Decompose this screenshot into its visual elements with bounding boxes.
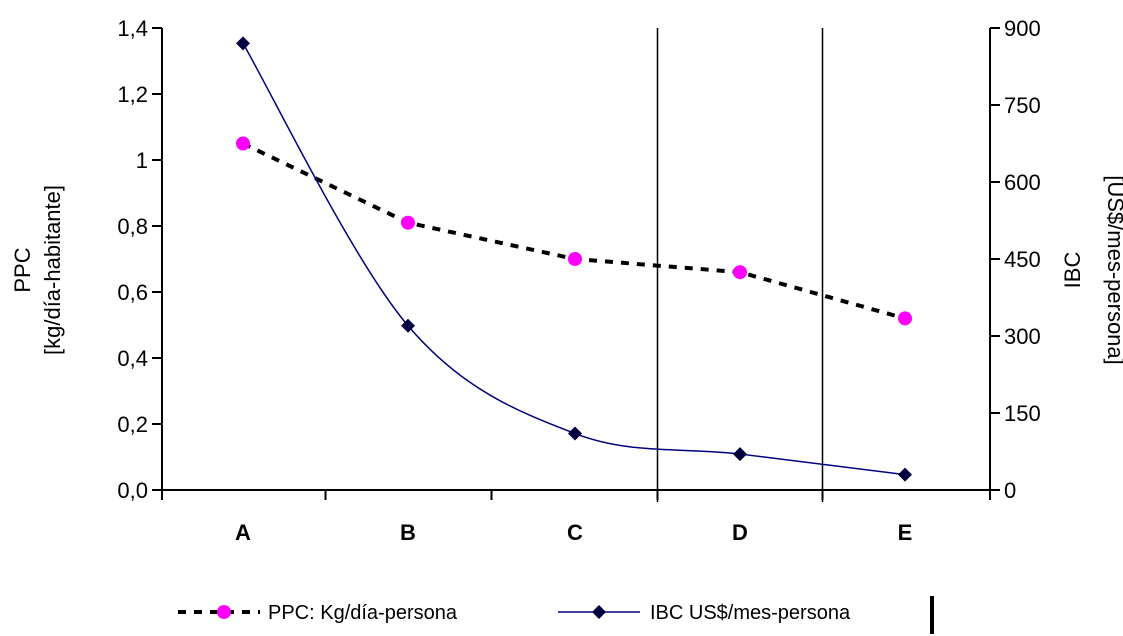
legend-ppc-label: PPC: Kg/día-persona: [268, 602, 458, 624]
left-tick-label: 1,2: [117, 82, 148, 107]
ibc-point: [568, 426, 582, 441]
series-ppc-line: [242, 141, 906, 321]
x-category-label: B: [400, 520, 416, 545]
vertical-gridlines: [656, 28, 824, 502]
ppc-point: [568, 252, 582, 266]
ibc-point: [898, 467, 912, 482]
left-tick-label: 0,8: [117, 214, 148, 239]
x-category-label: C: [567, 520, 583, 545]
series-ibc-line: [242, 43, 906, 476]
ibc-point: [733, 447, 747, 462]
right-tick-label: 750: [1004, 93, 1041, 118]
right-tick-label: 600: [1004, 170, 1041, 195]
left-tick-label: 0,2: [117, 412, 148, 437]
right-tick-label: 450: [1004, 247, 1041, 272]
left-tick-label: 0,4: [117, 346, 148, 371]
left-tick-label: 0,0: [117, 478, 148, 503]
x-category-label: A: [235, 520, 251, 545]
ppc-point: [898, 311, 912, 326]
legend-ibc-marker: [592, 605, 606, 619]
series-layer: [236, 36, 912, 482]
ppc-point: [733, 265, 747, 280]
right-tick-label: 150: [1004, 401, 1041, 426]
ibc-point: [401, 318, 415, 333]
left-axis-title: PPC: [10, 247, 35, 292]
legend: PPC: Kg/día-persona IBC US$/mes-persona: [178, 596, 934, 634]
x-category-label: D: [732, 520, 748, 545]
left-axis-subtitle: [kg/día-habitante]: [40, 185, 65, 355]
x-category-label: E: [898, 520, 913, 545]
right-axis-subtitle: [US$/mes-persona]: [1103, 175, 1123, 365]
left-tick-label: 1,4: [117, 16, 148, 41]
right-tick-label: 900: [1004, 16, 1041, 41]
ppc-point: [401, 215, 415, 230]
ibc-point: [236, 36, 250, 51]
legend-ppc-marker: [217, 605, 231, 619]
x-axis-ticks: A B C D E: [161, 490, 991, 545]
left-tick-label: 0,6: [117, 280, 148, 305]
ppc-point: [236, 136, 250, 151]
left-tick-label: 1: [136, 148, 148, 173]
right-tick-label: 0: [1004, 478, 1016, 503]
legend-ibc-label: IBC US$/mes-persona: [650, 602, 851, 624]
left-axis-ticks: 0,0 0,2 0,4 0,6 0,8 1 1,2 1,4: [117, 16, 162, 503]
right-tick-label: 300: [1004, 324, 1041, 349]
right-axis-ticks: 0 150 300 450 600 750 900: [990, 16, 1041, 503]
right-axis-title: IBC: [1060, 252, 1085, 289]
